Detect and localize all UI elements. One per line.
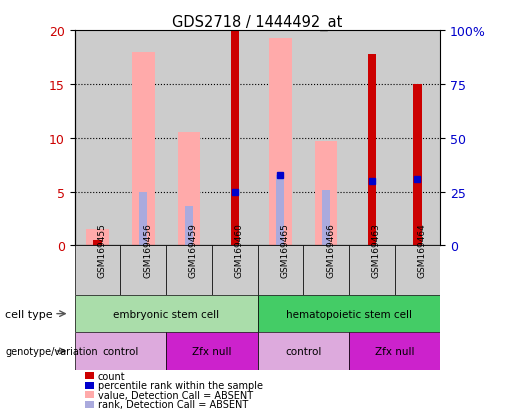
Bar bbox=[85, 401, 94, 408]
Bar bbox=[303, 31, 349, 246]
Bar bbox=[322, 191, 330, 246]
Text: count: count bbox=[98, 371, 126, 381]
Bar bbox=[185, 206, 193, 246]
Text: GSM169465: GSM169465 bbox=[280, 222, 289, 277]
Bar bbox=[368, 55, 376, 246]
Bar bbox=[303, 246, 349, 295]
Text: GSM169459: GSM169459 bbox=[189, 222, 198, 277]
Bar bbox=[132, 52, 154, 246]
Text: Zfx null: Zfx null bbox=[192, 346, 232, 356]
Bar bbox=[349, 246, 394, 295]
Text: embryonic stem cell: embryonic stem cell bbox=[113, 309, 219, 319]
Bar bbox=[269, 38, 292, 246]
Bar bbox=[258, 332, 349, 370]
Bar bbox=[166, 31, 212, 246]
Bar bbox=[75, 332, 166, 370]
Bar bbox=[349, 332, 440, 370]
Text: GSM169455: GSM169455 bbox=[97, 222, 107, 277]
Bar bbox=[212, 31, 258, 246]
Bar bbox=[85, 392, 94, 398]
Bar bbox=[315, 142, 337, 246]
Text: GSM169466: GSM169466 bbox=[326, 222, 335, 277]
Bar bbox=[93, 240, 101, 246]
Bar bbox=[93, 244, 101, 246]
Bar bbox=[86, 230, 109, 246]
Bar bbox=[258, 31, 303, 246]
Bar bbox=[231, 31, 239, 246]
Bar bbox=[85, 373, 94, 379]
Text: value, Detection Call = ABSENT: value, Detection Call = ABSENT bbox=[98, 390, 253, 400]
Text: rank, Detection Call = ABSENT: rank, Detection Call = ABSENT bbox=[98, 399, 248, 409]
Bar bbox=[258, 295, 440, 332]
Text: hematopoietic stem cell: hematopoietic stem cell bbox=[286, 309, 412, 319]
Text: GSM169456: GSM169456 bbox=[143, 222, 152, 277]
Text: GSM169460: GSM169460 bbox=[235, 222, 244, 277]
Bar bbox=[414, 85, 422, 246]
Bar bbox=[75, 31, 121, 246]
Bar bbox=[75, 246, 121, 295]
Bar bbox=[258, 246, 303, 295]
Bar bbox=[276, 176, 284, 246]
Bar bbox=[121, 246, 166, 295]
Text: GSM169464: GSM169464 bbox=[418, 222, 426, 277]
Text: Zfx null: Zfx null bbox=[375, 346, 415, 356]
Text: control: control bbox=[102, 346, 139, 356]
Text: cell type: cell type bbox=[5, 309, 53, 319]
Text: GSM169463: GSM169463 bbox=[372, 222, 381, 277]
Bar bbox=[166, 246, 212, 295]
Text: control: control bbox=[285, 346, 321, 356]
Bar bbox=[85, 382, 94, 389]
Bar bbox=[394, 246, 440, 295]
Bar bbox=[394, 31, 440, 246]
Text: genotype/variation: genotype/variation bbox=[5, 346, 98, 356]
Text: percentile rank within the sample: percentile rank within the sample bbox=[98, 380, 263, 390]
Bar bbox=[121, 31, 166, 246]
Bar bbox=[178, 133, 200, 246]
Bar bbox=[139, 192, 147, 246]
Bar bbox=[75, 295, 258, 332]
Bar bbox=[349, 31, 394, 246]
Title: GDS2718 / 1444492_at: GDS2718 / 1444492_at bbox=[173, 15, 342, 31]
Bar bbox=[212, 246, 258, 295]
Bar bbox=[166, 332, 258, 370]
